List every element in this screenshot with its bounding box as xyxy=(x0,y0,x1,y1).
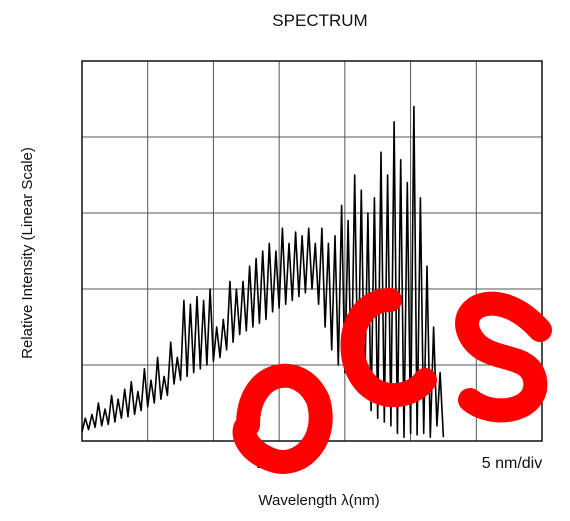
chart-title: SPECTRUM xyxy=(272,11,367,30)
y-axis-label: Relative Intensity (Linear Scale) xyxy=(19,147,36,359)
watermark-logo xyxy=(232,288,552,474)
x-scale-label: 5 nm/div xyxy=(482,455,542,472)
x-axis-label: Wavelength λ(nm) xyxy=(258,492,379,509)
spectrum-series-line xyxy=(81,105,445,438)
